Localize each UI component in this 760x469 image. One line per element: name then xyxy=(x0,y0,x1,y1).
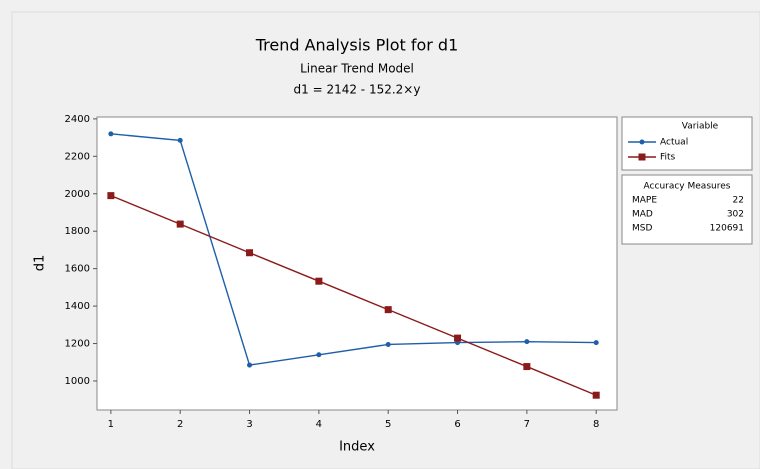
x-tick-label: 3 xyxy=(246,419,252,430)
y-tick-label: 1600 xyxy=(65,264,90,275)
subtitle: Linear Trend Model xyxy=(300,62,414,76)
x-tick-label: 6 xyxy=(454,419,460,430)
plot-area xyxy=(96,116,618,411)
y-tick-label: 1400 xyxy=(65,301,90,312)
accuracy-name: MSD xyxy=(632,224,652,234)
accuracy-box xyxy=(621,174,753,245)
point xyxy=(315,277,323,285)
y-tick-label: 1200 xyxy=(65,339,90,350)
x-tick-label: 4 xyxy=(316,419,322,430)
point xyxy=(177,137,183,143)
x-axis-label: Index xyxy=(339,440,375,455)
accuracy-value: 120691 xyxy=(710,224,744,234)
point xyxy=(246,249,254,257)
point xyxy=(316,352,322,358)
x-tick-label: 8 xyxy=(593,419,599,430)
y-tick-label: 2000 xyxy=(65,189,90,200)
y-tick-label: 1800 xyxy=(65,226,90,237)
point xyxy=(593,340,599,346)
point xyxy=(592,391,600,399)
legend-label: Actual xyxy=(660,138,688,148)
point xyxy=(524,339,530,345)
point xyxy=(176,220,184,228)
point xyxy=(523,363,531,371)
y-tick-label: 2200 xyxy=(65,151,90,162)
point xyxy=(107,192,115,200)
point xyxy=(454,334,462,342)
accuracy-name: MAD xyxy=(632,210,653,220)
accuracy-value: 302 xyxy=(727,210,744,220)
point xyxy=(247,362,253,368)
legend-marker xyxy=(639,139,645,145)
legend-title: Variable xyxy=(682,122,719,132)
y-tick-label: 2400 xyxy=(65,114,90,125)
y-axis-label: d1 xyxy=(33,255,48,272)
series-line xyxy=(110,194,597,396)
x-tick-label: 1 xyxy=(108,419,114,430)
legend-label: Fits xyxy=(660,153,676,163)
y-tick-label: 1000 xyxy=(65,376,90,387)
series-line xyxy=(110,133,597,366)
accuracy-title: Accuracy Measures xyxy=(644,182,731,192)
x-tick-label: 5 xyxy=(385,419,391,430)
point xyxy=(384,306,392,314)
x-tick-label: 2 xyxy=(177,419,183,430)
point xyxy=(108,131,114,137)
accuracy-name: MAPE xyxy=(632,196,657,206)
chart-title: Trend Analysis Plot for d1 xyxy=(255,36,459,55)
equation: d1 = 2142 - 152.2×y xyxy=(294,83,421,97)
accuracy-value: 22 xyxy=(733,196,744,206)
x-tick-label: 7 xyxy=(524,419,530,430)
point xyxy=(385,341,391,347)
legend-marker xyxy=(638,153,646,161)
